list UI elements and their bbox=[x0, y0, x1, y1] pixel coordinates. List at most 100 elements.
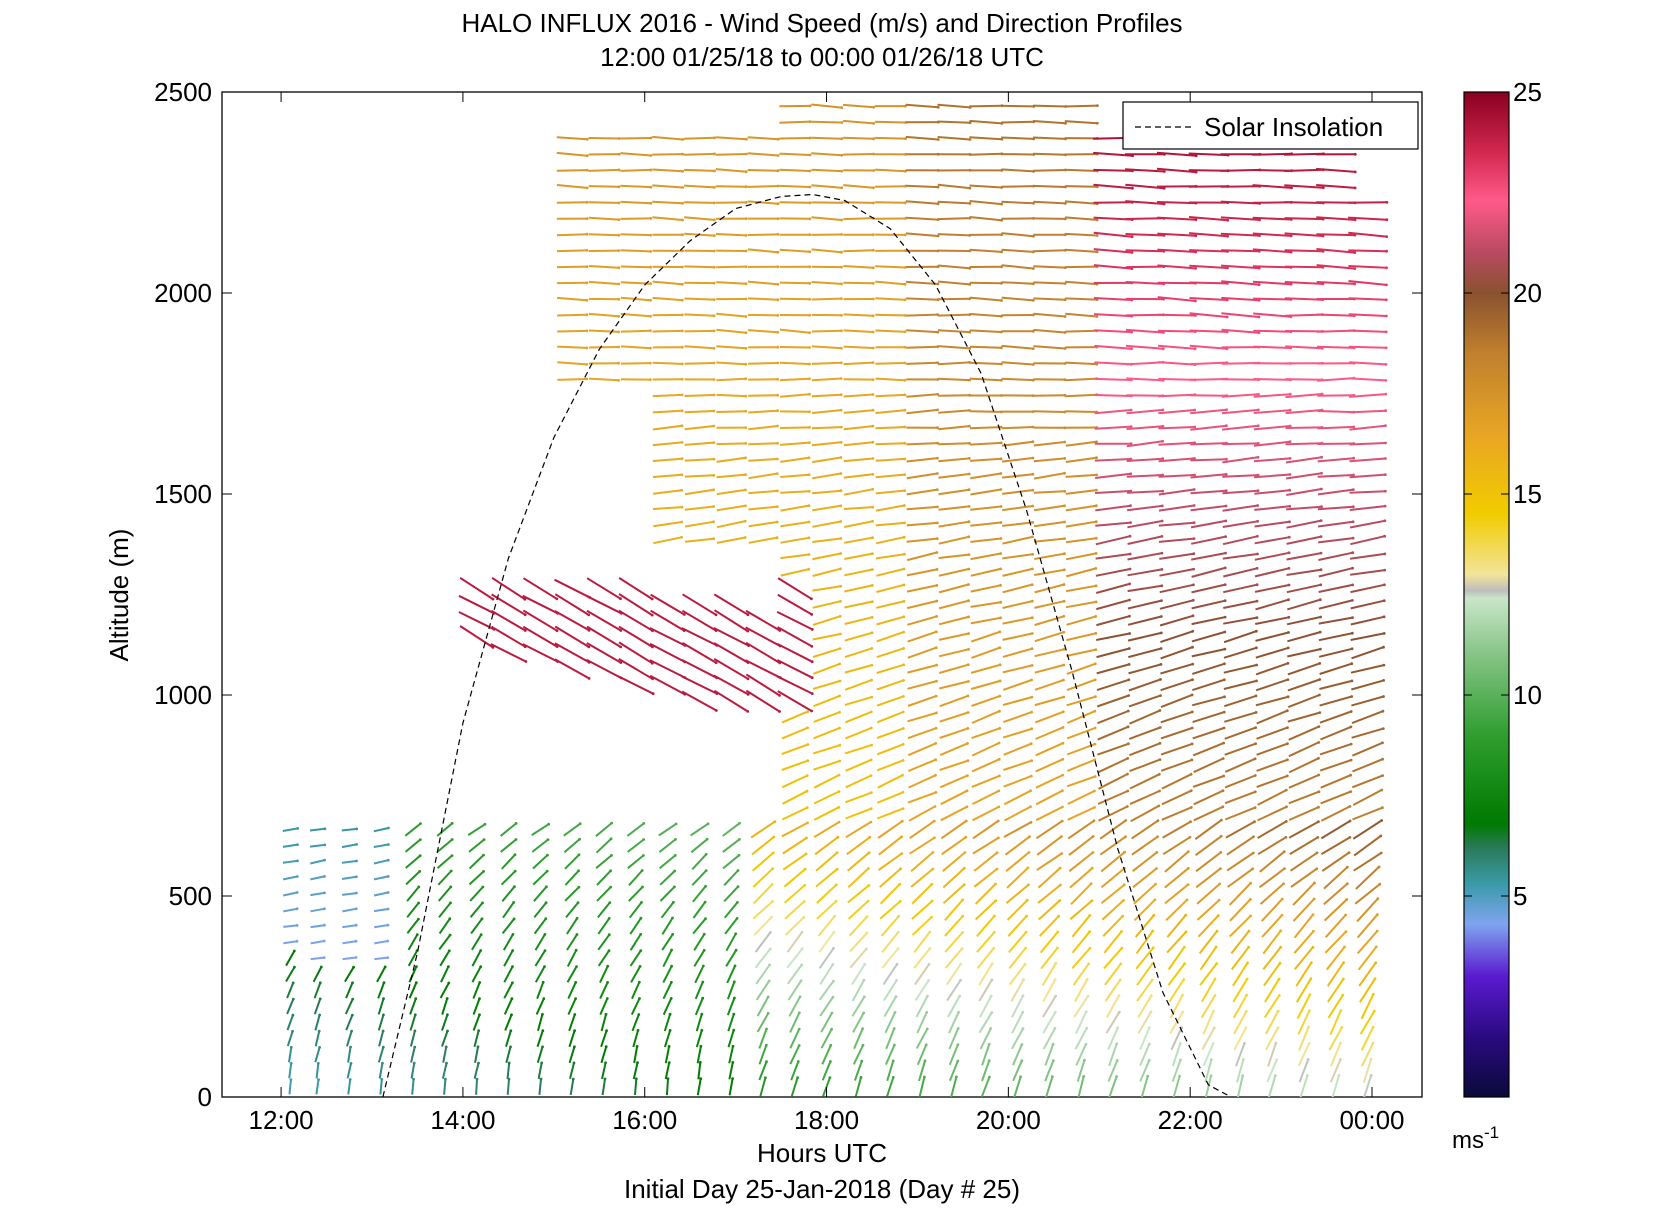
wind-vector-head bbox=[968, 186, 972, 190]
wind-vector-arrow bbox=[565, 902, 579, 919]
wind-vector-head bbox=[323, 843, 327, 847]
y-tick-label: 2000 bbox=[154, 278, 212, 308]
wind-vector-arrow bbox=[821, 1044, 832, 1065]
wind-vector-head bbox=[771, 851, 775, 855]
wind-vector-arrow bbox=[1232, 994, 1248, 1019]
wind-vector-arrow bbox=[1170, 1027, 1183, 1051]
wind-vector-arrow bbox=[533, 886, 548, 902]
wind-vector-arrow bbox=[969, 152, 1002, 156]
wind-vector-arrow bbox=[1093, 168, 1133, 172]
wind-vector-arrow bbox=[652, 409, 683, 414]
wind-vector-head bbox=[1126, 789, 1130, 793]
wind-vector-arrow bbox=[875, 265, 906, 269]
wind-vector-arrow bbox=[620, 152, 651, 157]
wind-vector-arrow bbox=[1125, 249, 1164, 253]
wind-vector-head bbox=[619, 645, 622, 649]
wind-vector-head bbox=[1222, 726, 1226, 730]
wind-vector-arrow bbox=[1166, 914, 1187, 938]
wind-vector-head bbox=[770, 883, 774, 886]
wind-vector-arrow bbox=[1096, 599, 1130, 611]
wind-vector-head bbox=[999, 567, 1002, 571]
wind-vector-head bbox=[1287, 566, 1291, 570]
wind-vector-arrow bbox=[789, 1012, 801, 1033]
wind-vector-arrow bbox=[1158, 537, 1195, 543]
wind-vector-head bbox=[999, 441, 1003, 445]
wind-vector-arrow bbox=[597, 901, 611, 919]
wind-vector-arrow bbox=[588, 233, 619, 237]
wind-vector-head bbox=[649, 346, 652, 350]
wind-vector-head bbox=[733, 996, 736, 1000]
wind-vector-arrow bbox=[1200, 978, 1216, 1003]
wind-vector-arrow bbox=[972, 806, 1000, 822]
wind-vector-head bbox=[1060, 852, 1064, 855]
wind-vector-head bbox=[956, 1027, 960, 1030]
wind-vector-arrow bbox=[649, 659, 686, 679]
wind-vector-arrow bbox=[554, 658, 590, 680]
wind-vector-arrow bbox=[1002, 600, 1033, 609]
wind-vector-arrow bbox=[1288, 774, 1320, 789]
wind-vector-arrow bbox=[664, 1062, 671, 1080]
wind-vector-arrow bbox=[1189, 378, 1227, 381]
wind-vector-arrow bbox=[597, 917, 611, 935]
wind-vector-head bbox=[989, 994, 993, 998]
wind-vector-arrow bbox=[1072, 963, 1090, 986]
wind-vector-head bbox=[649, 185, 653, 189]
wind-vector-head bbox=[743, 536, 747, 539]
wind-vector-arrow bbox=[684, 441, 714, 446]
wind-vector-arrow bbox=[1190, 535, 1226, 545]
wind-vector-head bbox=[1030, 664, 1034, 667]
wind-vector-arrow bbox=[844, 616, 873, 625]
wind-vector-arrow bbox=[1107, 1027, 1119, 1050]
wind-vector-head bbox=[871, 568, 874, 571]
wind-vector-arrow bbox=[694, 981, 704, 1000]
wind-vector-head bbox=[413, 1045, 417, 1049]
wind-vector-arrow bbox=[950, 1076, 958, 1097]
wind-vector-arrow bbox=[1068, 851, 1094, 872]
wind-vector-arrow bbox=[726, 997, 736, 1016]
wind-vector-head bbox=[1031, 440, 1035, 444]
wind-vector-arrow bbox=[969, 329, 1002, 333]
y-tick-label: 2500 bbox=[154, 77, 212, 107]
wind-vector-head bbox=[323, 891, 326, 895]
wind-vector-arrow bbox=[1158, 393, 1195, 398]
wind-vector-arrow bbox=[1172, 1075, 1181, 1097]
wind-vector-head bbox=[1194, 267, 1197, 270]
wind-vector-arrow bbox=[1011, 1011, 1024, 1034]
wind-vector-head bbox=[585, 281, 589, 285]
wind-vector-arrow bbox=[844, 744, 872, 755]
wind-vector-arrow bbox=[1157, 344, 1196, 350]
wind-vector-arrow bbox=[1268, 1075, 1277, 1097]
wind-vector-arrow bbox=[681, 690, 717, 712]
wind-vector-head bbox=[925, 1010, 929, 1014]
wind-vector-head bbox=[1149, 1010, 1153, 1014]
wind-vector-head bbox=[604, 1012, 608, 1016]
wind-vector-arrow bbox=[1285, 426, 1323, 429]
wind-vector-arrow bbox=[812, 456, 842, 464]
wind-vector-head bbox=[649, 201, 653, 205]
wind-vector-arrow bbox=[1033, 281, 1066, 285]
wind-vector-arrow bbox=[969, 136, 1002, 141]
wind-vector-head bbox=[871, 281, 875, 285]
wind-vector-head bbox=[776, 361, 780, 365]
wind-vector-arrow bbox=[499, 822, 517, 837]
wind-vector-arrow bbox=[849, 948, 868, 969]
legend-entry-solar-insolation: Solar Insolation bbox=[1204, 112, 1383, 142]
wind-vector-head bbox=[1255, 566, 1259, 570]
wind-vector-arrow bbox=[723, 886, 739, 902]
wind-vector-arrow bbox=[588, 216, 619, 221]
wind-vector-arrow bbox=[745, 609, 781, 632]
wind-vector-arrow bbox=[1192, 711, 1225, 724]
wind-vector-arrow bbox=[1128, 678, 1161, 692]
wind-vector-head bbox=[681, 218, 684, 222]
wind-vector-arrow bbox=[713, 689, 749, 713]
wind-vector-head bbox=[605, 997, 609, 1000]
wind-vector-head bbox=[712, 218, 716, 222]
wind-vector-head bbox=[967, 680, 970, 683]
wind-vector-arrow bbox=[659, 870, 676, 886]
wind-vector-head bbox=[1254, 711, 1258, 714]
wind-vector-head bbox=[649, 136, 653, 140]
wind-vector-arrow bbox=[938, 615, 969, 626]
wind-vector-head bbox=[1181, 993, 1184, 997]
wind-vector-head bbox=[1249, 914, 1252, 918]
wind-vector-head bbox=[744, 201, 748, 204]
